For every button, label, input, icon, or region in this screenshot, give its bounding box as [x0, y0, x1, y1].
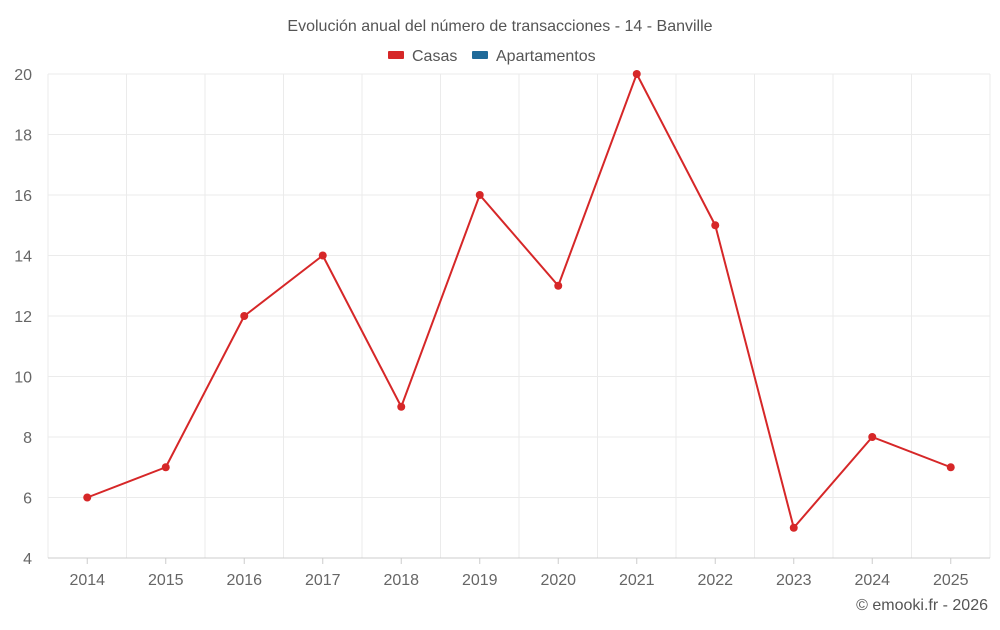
data-point-casas[interactable]: [554, 281, 563, 290]
data-point-casas[interactable]: [789, 523, 798, 532]
legend-label-casas: Casas: [412, 48, 457, 65]
legend-swatch-casas: [388, 51, 404, 59]
data-point-casas[interactable]: [868, 433, 877, 441]
x-tick-label: 2016: [226, 572, 262, 589]
plot-area: [83, 70, 955, 532]
x-tick-label: 2022: [697, 572, 733, 589]
x-tick-label: 2025: [933, 572, 969, 589]
x-tick-label: 2017: [305, 572, 341, 589]
data-point-casas[interactable]: [711, 221, 720, 230]
y-tick-label: 8: [23, 430, 32, 447]
legend-swatch-apartamentos: [472, 51, 488, 59]
axes: 4 6 8 10 12 14 16 18 20 2014 2015 2016 2017 2018 2019 2…: [14, 67, 990, 589]
grid: [47, 73, 991, 559]
chart-legend: Casas Apartamentos: [388, 48, 596, 65]
x-tick-label: 2024: [854, 572, 890, 589]
y-tick-label: 12: [14, 309, 32, 326]
legend-label-apartamentos: Apartamentos: [496, 48, 596, 65]
y-tick-label: 14: [14, 249, 32, 266]
legend-item-casas[interactable]: Casas: [388, 48, 457, 65]
x-tick-label: 2020: [540, 572, 576, 589]
data-point-casas[interactable]: [632, 70, 641, 78]
series-line-casas: [86, 73, 952, 529]
x-tick-label: 2021: [619, 572, 655, 589]
data-point-casas[interactable]: [397, 402, 406, 411]
y-tick-label: 18: [14, 128, 32, 145]
data-point-casas[interactable]: [161, 463, 170, 472]
data-point-casas[interactable]: [240, 312, 249, 320]
x-tick-label: 2015: [148, 572, 184, 589]
y-tick-label: 16: [14, 188, 32, 205]
y-tick-label: 6: [23, 491, 32, 508]
legend-item-apartamentos[interactable]: Apartamentos: [472, 48, 596, 65]
data-point-casas[interactable]: [475, 191, 484, 199]
credit-text: © emooki.fr - 2026: [856, 597, 988, 614]
y-tick-label: 4: [23, 551, 32, 568]
data-point-casas[interactable]: [318, 251, 327, 260]
y-tick-label: 10: [14, 370, 32, 387]
y-tick-label: 20: [14, 67, 32, 84]
data-point-casas[interactable]: [946, 463, 955, 472]
x-tick-label: 2023: [776, 572, 812, 589]
chart-title: Evolución anual del número de transaccio…: [287, 18, 712, 35]
x-tick-label: 2014: [69, 572, 105, 589]
data-point-casas[interactable]: [83, 493, 92, 502]
x-tick-label: 2019: [462, 572, 498, 589]
x-tick-label: 2018: [383, 572, 419, 589]
